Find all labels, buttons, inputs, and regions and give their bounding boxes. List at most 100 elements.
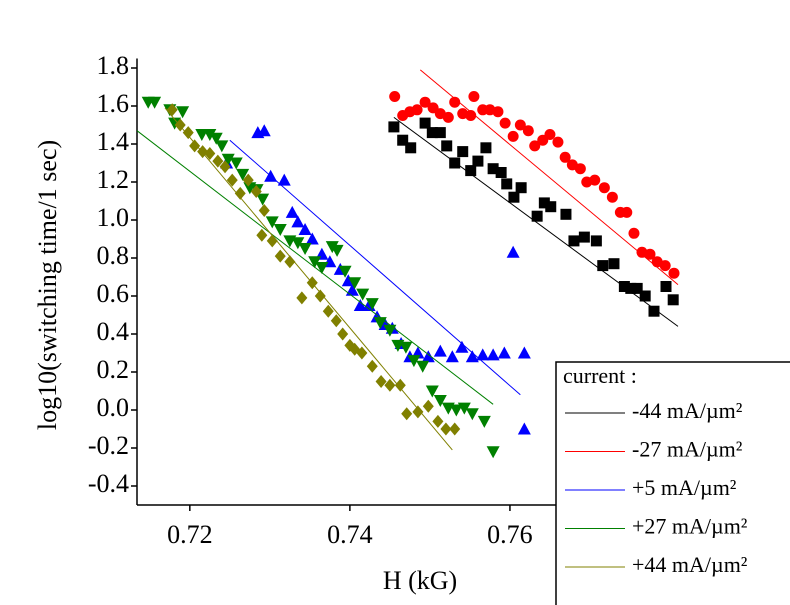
point: [517, 422, 531, 435]
point: [590, 235, 602, 247]
point: [416, 360, 430, 373]
point: [411, 104, 423, 116]
point: [445, 350, 459, 363]
point: [422, 399, 434, 413]
y-tick-label: 1.2: [97, 165, 130, 194]
fit-line: [136, 130, 494, 405]
point: [174, 118, 186, 132]
point: [375, 375, 387, 388]
fit-line: [164, 107, 453, 451]
point: [544, 129, 556, 140]
point: [203, 129, 217, 141]
point: [236, 168, 250, 181]
point: [608, 258, 620, 270]
point: [168, 117, 182, 130]
point: [486, 348, 500, 361]
point: [308, 256, 322, 269]
point: [531, 210, 543, 222]
point: [589, 174, 601, 186]
point: [298, 243, 312, 255]
point: [442, 111, 454, 123]
point: [250, 185, 262, 198]
point: [667, 294, 679, 306]
point: [388, 121, 400, 133]
point: [499, 117, 511, 129]
point: [305, 232, 319, 245]
point: [284, 255, 296, 269]
point: [495, 167, 507, 178]
point: [425, 385, 439, 398]
legend-label: -27 mA/µm²: [632, 437, 743, 462]
point: [465, 408, 479, 421]
point: [258, 204, 270, 217]
x-axis-label: H (kG): [383, 566, 457, 595]
point: [529, 140, 541, 152]
point: [148, 96, 162, 109]
point: [285, 205, 299, 218]
point: [433, 344, 447, 357]
point: [476, 348, 490, 361]
point: [277, 173, 291, 186]
point: [226, 173, 238, 187]
point: [597, 260, 609, 272]
point: [212, 154, 224, 168]
point: [568, 235, 580, 247]
point: [457, 402, 471, 415]
point: [356, 346, 368, 360]
y-tick-label: 1.0: [97, 203, 130, 232]
point: [266, 234, 278, 248]
point: [660, 281, 672, 292]
point: [440, 422, 452, 436]
point: [399, 341, 413, 354]
point: [497, 346, 511, 359]
point: [229, 157, 243, 170]
legend-label: -44 mA/µm²: [632, 398, 743, 423]
point: [465, 110, 477, 121]
point: [348, 277, 362, 290]
point: [574, 163, 586, 175]
point: [648, 305, 660, 317]
y-tick-label: 0.8: [97, 241, 130, 270]
point: [219, 160, 231, 174]
point: [508, 191, 520, 203]
point: [322, 304, 334, 318]
y-tick-label: -0.4: [88, 469, 129, 498]
y-tick-label: 1.4: [97, 127, 130, 156]
point: [365, 298, 379, 311]
y-tick-label: 0.6: [97, 279, 130, 308]
point: [514, 119, 526, 131]
point: [419, 117, 431, 129]
y-axis-label: log10(switching time/1 sec): [33, 140, 62, 430]
point: [215, 140, 229, 153]
point: [182, 126, 194, 140]
point: [330, 314, 342, 328]
point: [315, 262, 329, 274]
point: [421, 350, 435, 363]
point: [337, 327, 349, 341]
legend-label: +44 mA/µm²: [632, 552, 748, 577]
point: [449, 422, 461, 436]
point: [457, 146, 469, 158]
point: [606, 191, 618, 203]
point: [405, 142, 417, 154]
point: [314, 289, 326, 303]
point: [559, 151, 571, 163]
point: [472, 155, 484, 167]
x-tick-label: 0.74: [327, 520, 373, 549]
y-tick-label: 1.8: [97, 51, 130, 80]
point: [492, 106, 504, 118]
point: [598, 182, 610, 194]
point: [407, 355, 421, 368]
point: [468, 91, 480, 102]
y-tick-label: 1.6: [97, 89, 130, 118]
point: [242, 173, 254, 187]
legend-label: +27 mA/µm²: [632, 514, 748, 539]
point: [486, 446, 500, 459]
point: [330, 244, 344, 257]
y-tick-label: 0.0: [97, 393, 130, 422]
point: [465, 165, 477, 177]
point: [394, 378, 406, 392]
point: [506, 245, 520, 258]
point: [345, 283, 359, 296]
